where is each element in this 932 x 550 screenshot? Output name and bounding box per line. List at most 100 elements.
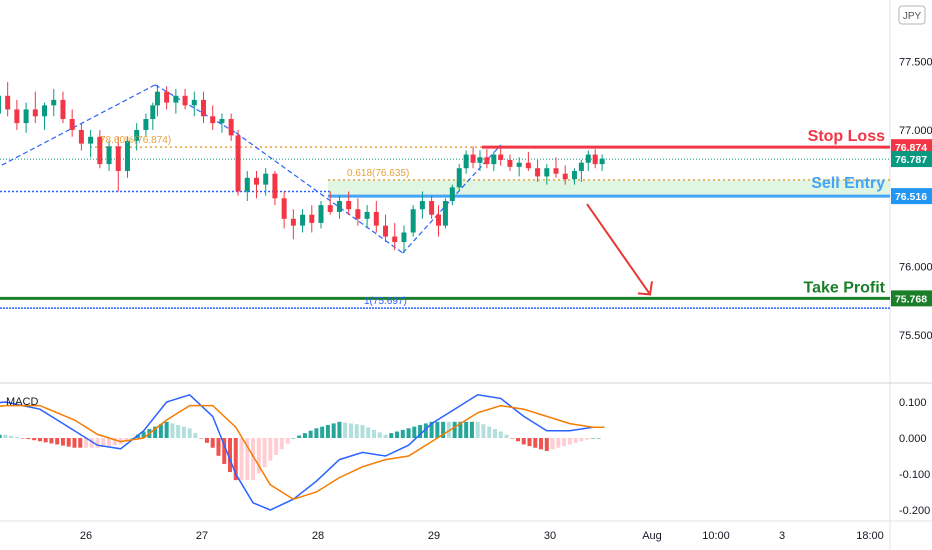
candle <box>51 88 57 117</box>
macd-histogram-bar <box>141 431 146 438</box>
macd-histogram-bar <box>170 423 175 438</box>
candle <box>60 91 66 124</box>
candle-body <box>60 99 66 120</box>
macd-histogram-bar <box>348 423 353 438</box>
time-tick-label: 29 <box>428 530 440 542</box>
candle <box>442 198 448 229</box>
candle <box>477 150 483 171</box>
candle <box>498 146 504 166</box>
fib-label: 1(75.697) <box>364 296 407 307</box>
candle-body <box>143 119 149 130</box>
macd-histogram-bar <box>72 438 77 448</box>
candle <box>42 102 48 130</box>
macd-histogram-bar <box>233 438 238 481</box>
level-labels: Stop Loss Sell Entry Take Profit <box>804 128 886 296</box>
candle <box>281 191 287 229</box>
macd-histogram-bar <box>43 438 48 443</box>
candle-body <box>491 154 497 165</box>
macd-histogram-bar <box>429 421 434 438</box>
candle-body <box>456 168 462 188</box>
candle-body <box>585 154 591 163</box>
time-tick-label: Aug <box>642 530 662 542</box>
macd-histogram-bar <box>9 435 14 438</box>
candle-body <box>32 109 38 117</box>
candle-body <box>463 154 469 169</box>
candle-body <box>300 214 306 226</box>
candle-body <box>281 198 287 219</box>
take-profit-price-tag: 75.768 <box>891 290 932 307</box>
candle <box>436 205 442 237</box>
candle-body <box>477 157 483 163</box>
currency-badge[interactable]: JPY <box>898 5 926 25</box>
macd-pane: 0.100 0.000 -0.100 -0.200 <box>0 393 930 517</box>
candle-body <box>562 173 568 180</box>
macd-histogram-bar <box>302 433 307 438</box>
macd-histogram-bar <box>360 425 365 438</box>
candle-body <box>173 95 179 103</box>
macd-histogram-bar <box>0 434 2 438</box>
macd-histogram-bar <box>216 438 221 456</box>
candle <box>327 191 333 215</box>
macd-histogram-bar <box>181 426 186 438</box>
current-price-tag: 76.787 <box>891 151 932 168</box>
candle <box>355 198 361 226</box>
macd-histogram-bar <box>331 423 336 438</box>
macd-histogram-bar <box>544 438 549 451</box>
macd-histogram-bar <box>256 438 261 474</box>
candle-body <box>571 170 577 180</box>
macd-histogram-bar <box>475 421 480 438</box>
candle <box>272 170 278 206</box>
fib-label: 78.60%(76.874) <box>100 135 171 146</box>
macd-histogram-bar <box>135 434 140 438</box>
candle <box>0 95 1 114</box>
time-axis: 26 27 28 29 30 Aug 10:00 3 18:00 <box>80 530 884 542</box>
macd-histogram-bar <box>20 438 25 439</box>
candle <box>300 209 306 233</box>
candle-body <box>436 214 442 226</box>
macd-histogram-bar <box>516 438 520 442</box>
candle-body <box>219 119 225 124</box>
macd-histogram-bar <box>95 438 100 448</box>
zigzag-segment <box>235 132 404 254</box>
candle <box>244 170 250 202</box>
candle <box>134 123 140 151</box>
candle <box>484 149 490 169</box>
macd-histogram-bar <box>492 429 497 438</box>
candle <box>535 160 541 182</box>
macd-tick-label: 0.100 <box>899 397 927 409</box>
candle-body <box>383 225 389 237</box>
candle <box>219 113 225 133</box>
macd-histogram-bar <box>239 438 244 481</box>
candle-body <box>134 129 140 141</box>
candle <box>456 164 462 192</box>
candle-body <box>263 173 269 185</box>
macd-histogram-bar <box>596 438 601 439</box>
candle-body <box>449 187 455 202</box>
fib-annotations: 0.618(76.635) 78.60%(76.874) 1(75.697) <box>100 135 409 307</box>
macd-histogram-bar <box>556 438 561 448</box>
macd-histogram-bar <box>481 424 486 438</box>
macd-histogram-bar <box>372 429 376 438</box>
candle-body <box>191 99 197 106</box>
candle-body <box>182 95 188 106</box>
candle <box>235 129 241 196</box>
macd-histogram-bar <box>60 438 65 446</box>
candle-body <box>346 201 352 210</box>
candle <box>429 195 435 219</box>
candle <box>401 225 407 253</box>
candle <box>88 129 94 158</box>
candle-body <box>235 135 241 192</box>
candle <box>106 140 112 171</box>
candle <box>571 168 577 185</box>
candle-body <box>253 177 259 185</box>
price-tag-text: 76.516 <box>895 191 927 203</box>
candle-body <box>150 105 156 120</box>
candle <box>154 84 160 117</box>
candle-body <box>88 136 94 144</box>
candle <box>544 164 550 185</box>
candle <box>263 168 269 196</box>
macd-histogram-bar <box>193 433 198 438</box>
price-tag-bg <box>891 290 932 307</box>
sell-entry-price-tag: 76.516 <box>891 188 932 205</box>
arrow-head <box>637 281 653 296</box>
